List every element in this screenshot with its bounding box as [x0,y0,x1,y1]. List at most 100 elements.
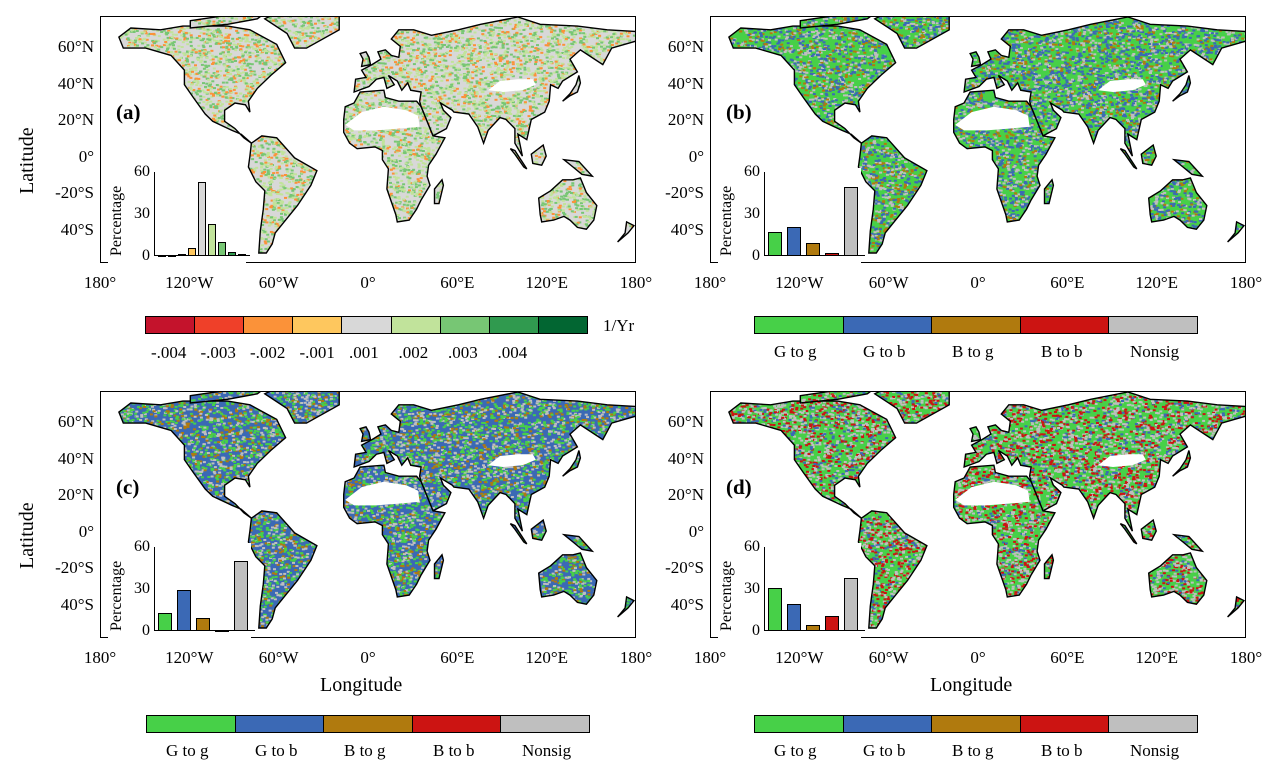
class-legend-b [754,316,1198,334]
world-map [100,391,636,638]
y-axis-title: Latitude [16,127,39,194]
longitude-tick: 120°W [154,649,224,666]
no-data-region [1098,79,1146,92]
panel-label: (c) [116,475,139,500]
inset-ytick: 30 [126,581,150,597]
inset-ylabel: Percentage [718,561,736,631]
longitude-tick: 60°W [244,649,314,666]
legend-label: Nonsig [522,741,571,761]
inset-ylabel: Percentage [108,186,126,256]
inset-bar [806,625,820,631]
legend-label: B to g [952,741,994,761]
no-data-region [488,454,536,467]
southAmerica-landmass [248,135,317,253]
legend-swatch [489,317,539,333]
panel-label: (d) [726,475,752,500]
longitude-tick: 0° [333,649,403,666]
inset-bar [234,561,248,631]
legend-swatch [324,716,413,732]
legend-label: Nonsig [1130,741,1179,761]
legend-swatch [412,716,502,732]
longitude-tick: 60°E [422,649,492,666]
latitude-tick: 60°N [652,413,704,430]
no-data-region [345,106,420,131]
latitude-tick: 60°N [42,38,94,55]
inset-bar [215,629,229,632]
northAmerica-landmass [118,401,286,519]
legend-label: G to g [774,741,817,761]
longitude-tick: 180° [65,649,135,666]
legend-label: .002 [399,343,429,363]
latitude-tick: 20°N [652,111,704,128]
longitude-tick: 60°E [1032,274,1102,291]
legend-swatch [932,716,1021,732]
latitude-tick: 20°N [652,486,704,503]
legend-unit: 1/Yr [603,316,634,336]
legend-swatch [755,716,844,732]
map-canvas [118,392,635,629]
latitude-tick: -20°S [42,184,94,201]
legend-label: .004 [498,343,528,363]
longitude-tick: 0° [943,274,1013,291]
legend-swatch [293,317,343,333]
legend-label: -.003 [201,343,236,363]
southAmerica-landmass [858,135,927,253]
longitude-tick: 0° [333,274,403,291]
latitude-tick: 0° [42,148,94,165]
latitude-tick: 20°N [42,111,94,128]
inset-bar [188,248,196,256]
latitude-tick: 20°N [42,486,94,503]
longitude-tick: 180° [65,274,135,291]
legend-label: -.002 [250,343,285,363]
legend-swatch [843,317,933,333]
x-axis-title: Longitude [320,674,402,697]
trend-legend [145,316,588,334]
legend-swatch [440,317,490,333]
inset-ylabel: Percentage [108,561,126,631]
latitude-tick: 0° [652,523,704,540]
inset-bar [168,255,176,257]
latitude-tick: 40°N [42,75,94,92]
legend-label: G to b [255,741,298,761]
inset-bar [787,604,801,631]
inset-ytick: 0 [126,623,150,639]
legend-label: .001 [349,343,379,363]
legend-swatch [244,317,294,333]
inset-bar [208,223,216,256]
northAmerica-landmass [728,26,896,144]
no-data-region [488,79,536,92]
inset-bar [825,253,839,256]
longitude-tick: 120°E [512,649,582,666]
longitude-tick: 60°E [422,274,492,291]
legend-label: B to b [433,741,475,761]
longitude-tick: 120°W [764,274,834,291]
inset-ytick: 60 [126,539,150,555]
madagascar-landmass [434,554,444,579]
longitude-tick: 0° [943,649,1013,666]
inset-bar [768,587,782,631]
longitude-tick: 60°E [1032,649,1102,666]
legend-label: B to b [1041,741,1083,761]
longitude-tick: 180° [675,649,745,666]
madagascar-landmass [1044,554,1054,579]
longitude-tick: 180° [601,649,671,666]
inset-ytick: 60 [736,539,760,555]
inset-ytick: 60 [736,164,760,180]
legend-swatch [1020,317,1110,333]
longitude-tick: 120°E [512,274,582,291]
longitude-tick: 180° [1211,649,1269,666]
latitude-tick: 40°S [42,596,94,613]
latitude-tick: 40°S [42,221,94,238]
legend-label: Nonsig [1130,342,1179,362]
map-canvas [728,392,1245,629]
legend-swatch [843,716,933,732]
longitude-tick: 180° [601,274,671,291]
australia-landmass [1148,553,1207,605]
inset-ytick: 0 [736,248,760,264]
longitude-tick: 180° [1211,274,1269,291]
latitude-tick: 0° [42,523,94,540]
legend-swatch [1020,716,1110,732]
histogram-inset: Percentage 60 30 0 [108,164,250,264]
panel-label: (a) [116,100,141,125]
inset-bar [238,253,246,256]
